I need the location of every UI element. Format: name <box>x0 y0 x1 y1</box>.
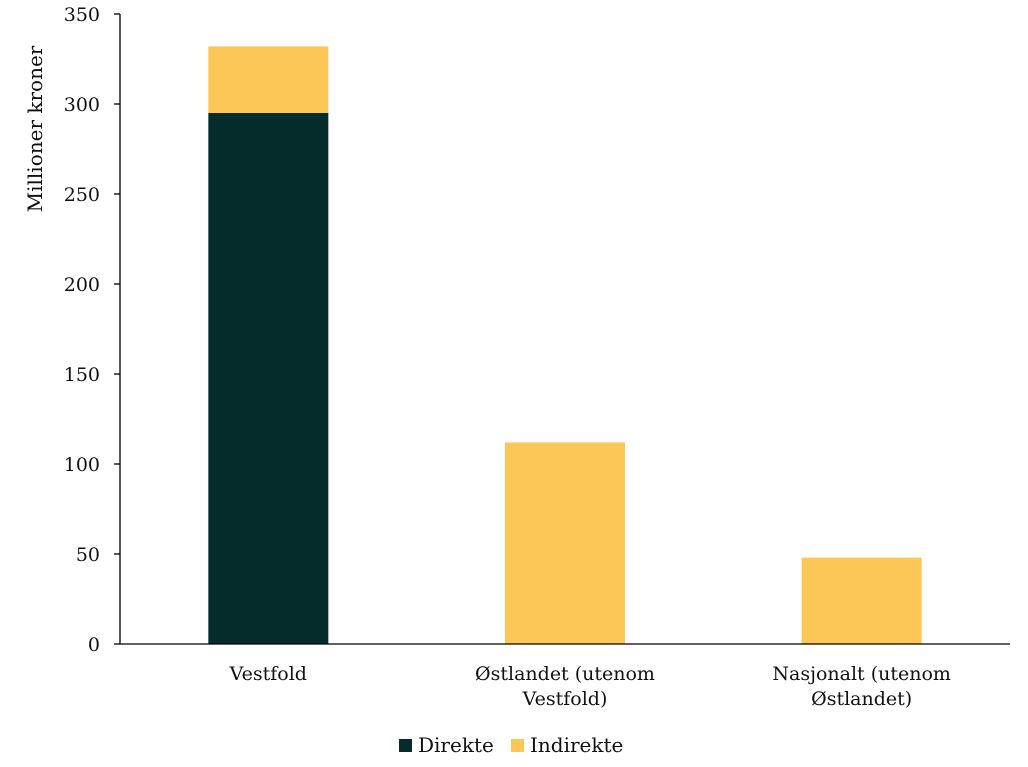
x-tick-label: Vestfold <box>229 663 307 685</box>
x-tick-label: Nasjonalt (utenom <box>772 663 951 685</box>
bar-indirekte-0 <box>208 46 329 113</box>
legend-swatch-direkte <box>399 739 412 752</box>
legend-label-direkte: Direkte <box>418 733 494 757</box>
x-tick-label: Østlandet (utenom <box>475 663 655 685</box>
axes-layer <box>114 13 1010 645</box>
legend-label-indirekte: Indirekte <box>530 733 623 757</box>
bar-direkte-0 <box>208 113 329 644</box>
legend-swatch-indirekte <box>511 739 524 752</box>
y-tick-label: 350 <box>64 4 100 26</box>
labels-layer: Vestfold Østlandet (utenom Vestfold) Nasjon… <box>64 4 951 710</box>
y-tick-label: 150 <box>64 364 100 386</box>
y-tick-label: 250 <box>64 184 100 206</box>
legend: Direkte Indirekte <box>399 733 623 757</box>
y-axis-title: Millioner kroner <box>23 45 47 212</box>
bar-indirekte-1 <box>505 442 625 644</box>
y-tick-label: 0 <box>88 634 100 656</box>
x-tick-label: Østlandet) <box>811 688 912 710</box>
bar-indirekte-2 <box>801 557 922 644</box>
y-tick-label: 100 <box>64 454 100 476</box>
y-tick-label: 200 <box>64 274 100 296</box>
bars-layer <box>208 46 922 644</box>
x-tick-label: Vestfold) <box>522 688 608 710</box>
y-tick-label: 50 <box>76 544 100 566</box>
y-tick-label: 300 <box>64 94 100 116</box>
